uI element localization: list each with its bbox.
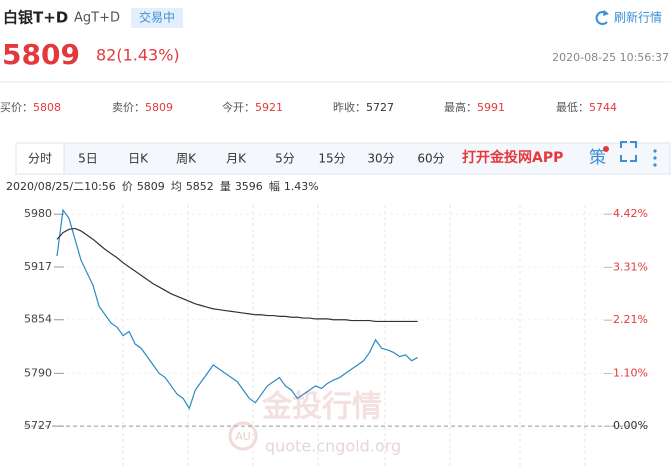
refresh-link[interactable]: 刷新行情	[614, 10, 662, 25]
y2-tick-label: 3.31%	[613, 260, 648, 273]
price-line	[56, 227, 418, 323]
tab[interactable]: 60分	[417, 152, 444, 166]
watermark-url: quote.cngold.org	[265, 437, 401, 456]
stat-label: 昨收：	[333, 100, 366, 114]
y-tick-label: 5727	[24, 419, 52, 432]
stat-value: 5809	[145, 101, 173, 114]
stat: 买价：5808	[0, 101, 61, 114]
stat-value: 5921	[255, 101, 283, 114]
info-time: 2020/08/25/二10:56	[6, 180, 116, 193]
info-value: 5852	[186, 180, 214, 193]
fullscreen-icon[interactable]	[620, 141, 637, 162]
tab[interactable]: 日K	[128, 152, 149, 166]
stat-label: 卖价：	[112, 101, 145, 114]
active-tab	[15, 142, 65, 175]
tab[interactable]: 分时	[28, 152, 52, 166]
price: 5809	[2, 38, 80, 71]
price-line	[56, 208, 418, 410]
info-value: 1.43%	[284, 180, 319, 193]
y2-tick-label: 4.42%	[613, 207, 648, 220]
stat: 最高：5991	[444, 100, 505, 114]
info-label: 价	[122, 180, 133, 193]
status: 交易中	[139, 10, 175, 25]
info-label: 幅	[269, 180, 280, 193]
watermark-logo: AU	[235, 430, 251, 443]
app-link[interactable]: 打开金投网APP	[462, 149, 563, 166]
badge-dot	[603, 146, 609, 152]
watermark-logo-ring	[228, 421, 258, 451]
refresh-icon[interactable]	[595, 10, 609, 25]
more-icon[interactable]	[653, 149, 657, 167]
stat-value: 5727	[366, 101, 394, 114]
stat: 今开：5921	[222, 100, 283, 114]
y-tick-label: 5854	[24, 313, 52, 326]
vertical-grid	[122, 205, 586, 468]
watermark-name: 金投行情	[261, 390, 382, 425]
strategy[interactable]: 策	[589, 148, 606, 168]
y2-tick-label: 0.00%	[613, 419, 648, 432]
info-value: 5809	[137, 180, 165, 193]
info-line: 2020/08/25/二10:56 价 5809 均 5852 量 3596 幅 1.43%	[6, 180, 319, 193]
tab[interactable]: 5日	[78, 152, 98, 166]
tab[interactable]: 30分	[367, 152, 394, 166]
stat: 昨收：5727	[333, 100, 394, 114]
stat-label: 今开：	[222, 100, 255, 114]
info-label: 均	[171, 180, 182, 193]
y-tick-label: 5790	[24, 366, 52, 379]
stat-label: 最低：	[556, 101, 589, 114]
title: 白银T+D	[3, 9, 68, 27]
stat-value: 5744	[589, 101, 617, 114]
stat-value: 5808	[33, 101, 61, 114]
tab[interactable]: 月K	[226, 152, 247, 166]
tab[interactable]: 周K	[176, 152, 197, 166]
stat: 卖价：5809	[112, 101, 173, 114]
tab-bar	[15, 142, 671, 175]
y2-tick-label: 1.10%	[613, 366, 648, 379]
y-tick-label: 5917	[24, 260, 52, 273]
y2-tick-label: 2.21%	[613, 313, 648, 326]
tab[interactable]: 5分	[275, 152, 295, 166]
code: AgT+D	[74, 11, 120, 26]
stat-value: 5991	[477, 101, 505, 114]
stat-label: 最高：	[444, 100, 477, 114]
tab[interactable]: 15分	[318, 152, 345, 166]
info-label: 量	[220, 180, 231, 193]
y-tick-label: 5980	[24, 207, 52, 220]
change: 82(1.43%)	[96, 46, 180, 65]
stat-label: 买价：	[0, 101, 33, 114]
status-badge	[131, 8, 183, 28]
info-value: 3596	[235, 180, 263, 193]
stat: 最低：5744	[556, 101, 617, 114]
quote-time: 2020-08-25 10:56:37	[552, 51, 669, 64]
